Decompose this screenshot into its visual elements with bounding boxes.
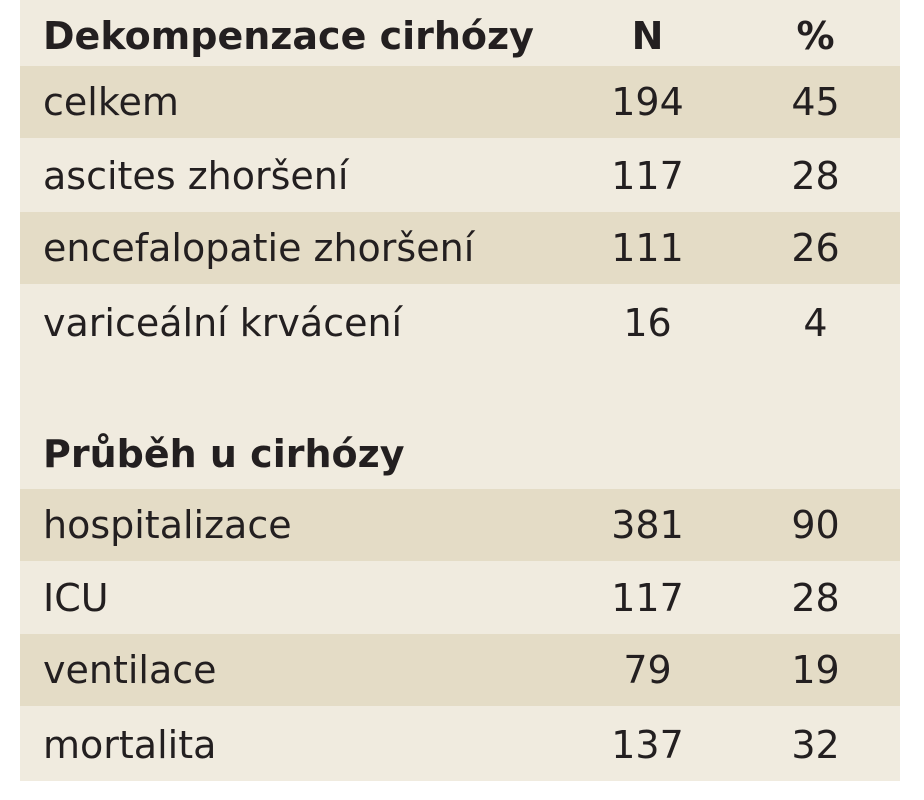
row-percent: 28: [791, 576, 840, 620]
row-percent: 26: [791, 226, 840, 270]
column-header-n: N: [631, 14, 664, 58]
section-header-course: Průběh u cirhózy: [20, 418, 900, 490]
table-row: mortalita 137 32: [20, 709, 900, 781]
row-label: encefalopatie zhoršení: [43, 226, 475, 270]
table-row: ventilace 79 19: [20, 634, 900, 706]
table-row: celkem 194 45: [20, 66, 900, 138]
table-row: variceální krvácení 16 4: [20, 287, 900, 359]
row-percent: 32: [791, 723, 840, 767]
row-n: 111: [611, 226, 684, 270]
table-row: hospitalizace 381 90: [20, 489, 900, 561]
table-row: ascites zhoršení 117 28: [20, 140, 900, 212]
row-percent: 90: [791, 503, 840, 547]
row-n: 381: [611, 503, 684, 547]
row-n: 194: [611, 80, 684, 124]
row-percent: 4: [803, 301, 828, 345]
row-n: 117: [611, 154, 684, 198]
row-n: 117: [611, 576, 684, 620]
row-n: 137: [611, 723, 684, 767]
row-percent: 45: [791, 80, 840, 124]
row-label: ascites zhoršení: [43, 154, 349, 198]
row-label: celkem: [43, 80, 179, 124]
row-label: ventilace: [43, 648, 217, 692]
row-label: hospitalizace: [43, 503, 292, 547]
table-row: encefalopatie zhoršení 111 26: [20, 212, 900, 284]
row-percent: 28: [791, 154, 840, 198]
row-n: 16: [623, 301, 672, 345]
row-label: mortalita: [43, 723, 217, 767]
section-heading: Dekompenzace cirhózy: [43, 14, 534, 58]
row-label: variceální krvácení: [43, 301, 403, 345]
row-label: ICU: [43, 576, 109, 620]
data-table: Dekompenzace cirhózy N % celkem 194 45 a…: [20, 0, 900, 781]
column-header-percent: %: [796, 14, 835, 58]
section-heading: Průběh u cirhózy: [43, 432, 405, 476]
row-percent: 19: [791, 648, 840, 692]
table-row: ICU 117 28: [20, 562, 900, 634]
row-n: 79: [623, 648, 672, 692]
section-header-decompensation: Dekompenzace cirhózy N %: [20, 0, 900, 72]
